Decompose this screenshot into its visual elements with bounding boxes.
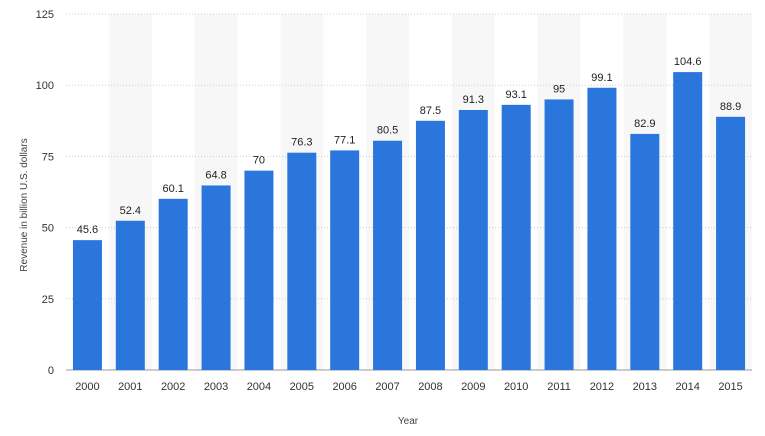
x-tick-label: 2014 — [675, 381, 699, 393]
x-axis-ticks: 2000 2001 2002 2003 2004 2005 2006 2007 2008 2009… — [75, 381, 743, 393]
bar — [330, 150, 360, 370]
y-axis-title: Revenue in billion U.S. dollars — [19, 138, 30, 271]
bar — [287, 152, 317, 370]
bar — [501, 104, 531, 370]
data-label: 99.1 — [591, 72, 612, 84]
data-label: 77.1 — [334, 134, 355, 146]
bar — [415, 120, 445, 370]
data-label: 93.1 — [505, 89, 526, 101]
y-tick-label: 0 — [48, 365, 54, 377]
data-labels: 45.6 52.4 60.1 64.8 70 76.3 77.1 80.5 87.5 91.3 93… — [77, 56, 742, 236]
bar — [587, 87, 617, 371]
bar — [72, 240, 102, 370]
bars — [72, 72, 746, 371]
bar — [373, 140, 403, 370]
data-label: 80.5 — [377, 125, 398, 137]
y-tick-label: 75 — [42, 151, 54, 163]
x-tick-label: 2007 — [375, 381, 399, 393]
data-label: 95 — [553, 83, 565, 95]
bar — [458, 109, 488, 370]
y-tick-label: 50 — [42, 223, 54, 235]
data-label: 70 — [253, 155, 265, 167]
x-tick-label: 2008 — [418, 381, 442, 393]
data-label: 88.9 — [720, 101, 741, 113]
bar — [716, 116, 746, 370]
data-label: 82.9 — [634, 118, 655, 130]
data-label: 45.6 — [77, 224, 98, 236]
data-label: 52.4 — [120, 205, 141, 217]
x-tick-label: 2010 — [504, 381, 528, 393]
data-label: 104.6 — [674, 56, 702, 68]
x-tick-label: 2003 — [204, 381, 228, 393]
x-tick-label: 2002 — [161, 381, 185, 393]
bar — [115, 220, 145, 370]
x-tick-label: 2012 — [590, 381, 614, 393]
bar — [201, 185, 231, 370]
y-axis-ticks: 0 25 50 75 100 125 — [36, 9, 54, 377]
bar — [630, 133, 660, 370]
bar — [544, 99, 574, 370]
bar — [158, 198, 188, 370]
data-label: 76.3 — [291, 137, 312, 149]
data-label: 87.5 — [420, 105, 441, 117]
bar — [244, 170, 274, 370]
y-tick-label: 125 — [36, 9, 54, 21]
y-tick-label: 25 — [42, 294, 54, 306]
x-tick-label: 2006 — [332, 381, 356, 393]
bar — [673, 72, 703, 371]
x-tick-label: 2011 — [547, 381, 571, 393]
x-tick-label: 2015 — [718, 381, 742, 393]
x-tick-label: 2001 — [118, 381, 142, 393]
x-tick-label: 2000 — [75, 381, 99, 393]
y-tick-label: 100 — [36, 80, 54, 92]
data-label: 60.1 — [162, 183, 183, 195]
data-label: 91.3 — [463, 94, 484, 106]
x-tick-label: 2005 — [290, 381, 314, 393]
x-tick-label: 2009 — [461, 381, 485, 393]
data-label: 64.8 — [205, 169, 226, 181]
x-tick-label: 2004 — [247, 381, 271, 393]
x-axis-title: Year — [398, 416, 419, 427]
x-tick-label: 2013 — [633, 381, 657, 393]
